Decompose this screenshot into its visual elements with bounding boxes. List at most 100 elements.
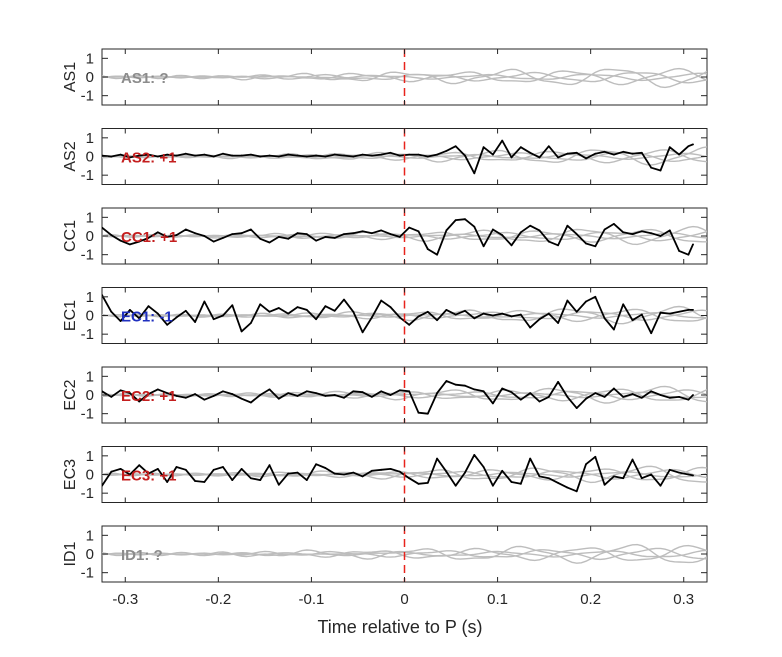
data-point (594, 245, 597, 248)
data-point (659, 311, 662, 314)
data-point (557, 381, 559, 383)
data-point (464, 154, 466, 157)
data-point (296, 395, 299, 397)
data-point (184, 228, 187, 231)
data-point (296, 154, 299, 157)
data-point (640, 313, 643, 316)
data-point (102, 390, 103, 393)
data-point (371, 395, 373, 398)
data-point (510, 244, 513, 247)
data-point (129, 156, 131, 159)
data-point (492, 314, 494, 317)
data-point (147, 305, 150, 308)
data-point (594, 295, 597, 298)
data-point (408, 477, 411, 480)
data-point (352, 232, 355, 235)
data-point (352, 155, 355, 158)
data-point (668, 146, 671, 149)
data-point (343, 473, 345, 476)
data-point (650, 232, 653, 235)
data-point (678, 310, 680, 313)
data-point (352, 310, 355, 313)
data-point (119, 239, 122, 242)
x-tick-label: 0.1 (487, 591, 508, 608)
data-point (222, 152, 224, 155)
data-point (222, 390, 224, 393)
data-point (640, 477, 643, 480)
data-point (268, 310, 271, 313)
data-point (222, 314, 224, 317)
data-point (119, 320, 122, 322)
data-point (659, 394, 662, 396)
data-point (343, 396, 345, 399)
data-point (315, 154, 317, 157)
data-point (547, 240, 550, 243)
data-point (492, 402, 494, 405)
data-point (333, 309, 336, 312)
data-point (678, 471, 680, 474)
y-tick-label: 0 (86, 546, 94, 563)
data-point (687, 309, 690, 311)
data-point (175, 395, 178, 397)
y-axis-label: EC2 (62, 379, 79, 410)
data-point (622, 395, 625, 398)
data-point (566, 486, 569, 489)
data-point (287, 472, 290, 475)
data-point (380, 299, 383, 302)
data-point (175, 466, 178, 468)
y-tick-label: -1 (81, 247, 94, 264)
background-trace (102, 388, 707, 402)
data-point (501, 234, 504, 236)
y-tick-label: 1 (86, 448, 94, 465)
data-point (156, 231, 159, 234)
y-tick-label: -1 (81, 167, 94, 184)
data-point (426, 248, 429, 250)
data-point (129, 309, 131, 311)
data-point (129, 243, 131, 246)
x-tick-label: 0.2 (580, 591, 601, 608)
data-point (650, 332, 653, 335)
data-point (333, 394, 336, 396)
data-point (692, 474, 694, 477)
data-point (603, 228, 606, 231)
data-point (678, 153, 680, 156)
data-point (692, 394, 694, 396)
data-point (222, 236, 224, 239)
data-point (380, 153, 383, 156)
data-point (184, 152, 187, 155)
y-tick-label: 0 (86, 308, 94, 325)
y-tick-label: -1 (81, 565, 94, 582)
data-point (613, 387, 615, 390)
data-point (659, 235, 662, 237)
data-point (473, 225, 476, 228)
data-point (147, 153, 150, 156)
data-point (464, 218, 466, 221)
y-axis-label: EC1 (62, 300, 79, 331)
data-point (585, 463, 587, 466)
data-point (305, 309, 308, 311)
panel-label: EC2: +1 (121, 388, 176, 405)
data-point (361, 230, 364, 233)
data-point (250, 322, 252, 324)
data-point (631, 233, 634, 236)
data-point (529, 224, 532, 227)
data-point (296, 471, 299, 474)
data-point (212, 155, 215, 158)
data-point (129, 473, 131, 476)
data-point (538, 156, 541, 159)
data-point (473, 454, 476, 456)
data-point (268, 464, 271, 467)
y-tick-label: 0 (86, 149, 94, 166)
data-point (119, 389, 122, 392)
data-point (389, 468, 392, 470)
data-point (371, 469, 373, 472)
data-point (482, 312, 485, 315)
data-point (692, 143, 694, 146)
data-point (519, 398, 522, 401)
panel-label: AS2: +1 (121, 150, 176, 167)
data-point (175, 316, 178, 319)
data-point (575, 151, 578, 154)
